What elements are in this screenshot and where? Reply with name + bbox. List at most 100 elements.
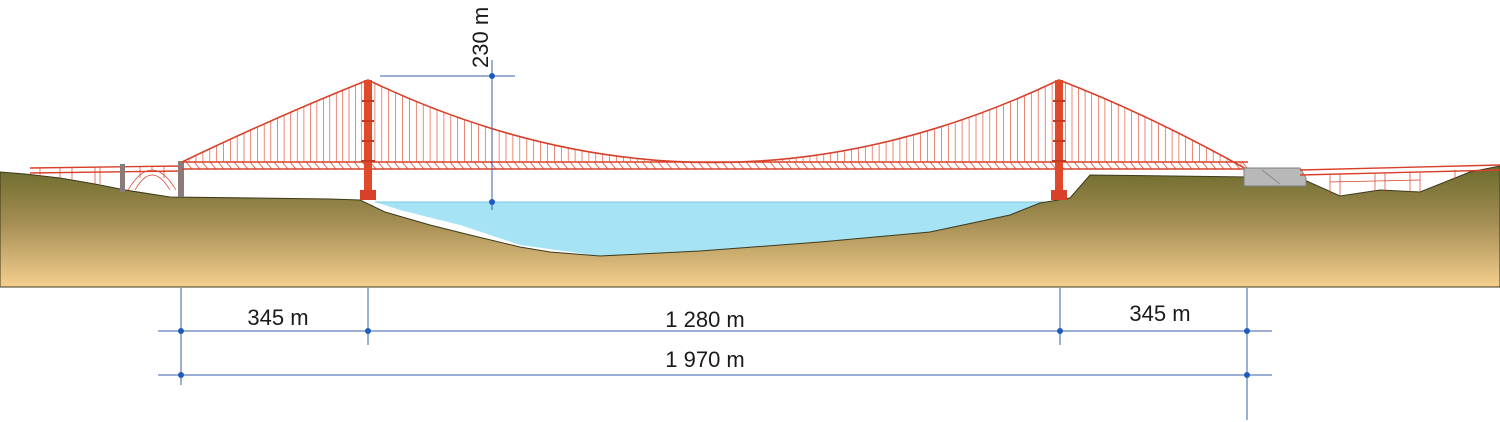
deck-truss-member [1025,161,1033,170]
deck-truss-member [921,161,929,170]
deck-truss-member [241,161,249,170]
deck-truss-member [225,161,233,170]
deck-truss-member [1065,161,1073,170]
deck-truss-member [465,161,473,170]
deck-truss-member [1041,161,1049,170]
bay-water [375,202,1045,256]
deck-truss-member [745,161,753,170]
deck-truss-member [833,161,841,170]
right-approach-viaduct [1299,164,1500,196]
deck-truss-member [393,161,401,170]
deck-truss-member [473,161,481,170]
deck-truss-member [553,161,561,170]
left-approach-viaduct [29,165,183,191]
total-length-label: 1 970 m [665,347,745,372]
deck-truss-member [849,161,857,170]
deck-truss-member [881,161,889,170]
deck-truss-member [457,161,465,170]
deck-truss-member [1001,161,1009,170]
deck-truss-member [545,161,553,170]
main-span-label: 1 280 m [665,307,745,332]
deck-truss-member [913,161,921,170]
deck-truss-member [377,161,385,170]
deck-truss-member [273,161,281,170]
deck-truss-member [1097,161,1105,170]
deck-truss-member [561,161,569,170]
deck-truss-member [1073,161,1081,170]
deck-truss-member [193,161,201,170]
deck-truss-member [793,161,801,170]
deck-truss-member [1217,161,1225,170]
deck-truss-member [321,161,329,170]
deck-truss-member [385,161,393,170]
deck-truss-member [409,161,417,170]
deck-truss-member [649,161,657,170]
deck-truss-member [905,161,913,170]
deck-truss-member [481,161,489,170]
deck-truss-member [521,161,529,170]
deck-truss-member [761,161,769,170]
deck-truss-member [305,161,313,170]
main-cable [181,79,1249,171]
deck-truss-member [1161,161,1169,170]
deck-truss-member [281,161,289,170]
deck-truss-member [289,161,297,170]
north-tower [1051,80,1067,200]
deck-truss-member [617,161,625,170]
deck-truss-member [505,161,513,170]
height-dimension: 230 m [380,7,515,210]
deck-truss-member [865,161,873,170]
deck-truss-member [1201,161,1209,170]
deck-truss-member [873,161,881,170]
deck-truss-member [1177,161,1185,170]
deck-truss-member [329,161,337,170]
deck-truss-member [529,161,537,170]
deck-truss-member [737,161,745,170]
deck-truss-member [953,161,961,170]
deck-truss-member [1089,161,1097,170]
deck-truss-member [657,161,665,170]
deck-truss-member [1193,161,1201,170]
deck-truss-member [1169,161,1177,170]
deck-truss-member [593,161,601,170]
deck-truss-member [689,161,697,170]
deck-truss-member [1009,161,1017,170]
deck-truss-member [217,161,225,170]
deck-truss-member [577,161,585,170]
deck-truss-member [977,161,985,170]
main-deck [182,161,1249,170]
deck-truss-member [433,161,441,170]
deck-truss-member [1121,161,1129,170]
deck-truss-member [401,161,409,170]
deck-truss-member [249,161,257,170]
deck-truss-member [1105,161,1113,170]
deck-truss-member [1081,161,1089,170]
deck-truss-member [1225,161,1233,170]
deck-truss-member [345,161,353,170]
deck-truss-member [729,161,737,170]
deck-truss-member [1113,161,1121,170]
deck-truss-member [809,161,817,170]
deck-truss-member [665,161,673,170]
deck-truss-member [633,161,641,170]
deck-truss-member [1153,161,1161,170]
deck-truss-member [337,161,345,170]
deck-truss-member [1185,161,1193,170]
deck-truss-member [641,161,649,170]
deck-truss-member [961,161,969,170]
deck-truss-member [1209,161,1217,170]
deck-truss-member [753,161,761,170]
span-dimensions: 345 m 1 280 m 345 m 1 970 m [158,288,1272,420]
deck-truss-member [1137,161,1145,170]
south-tower [360,80,376,200]
deck-truss-member [537,161,545,170]
deck-truss-member [601,161,609,170]
deck-truss-member [993,161,1001,170]
height-label: 230 m [468,7,493,68]
deck-truss-member [353,161,361,170]
deck-truss-member [681,161,689,170]
deck-truss-member [1033,161,1041,170]
left-pier [120,164,125,192]
deck-truss-member [1145,161,1153,170]
